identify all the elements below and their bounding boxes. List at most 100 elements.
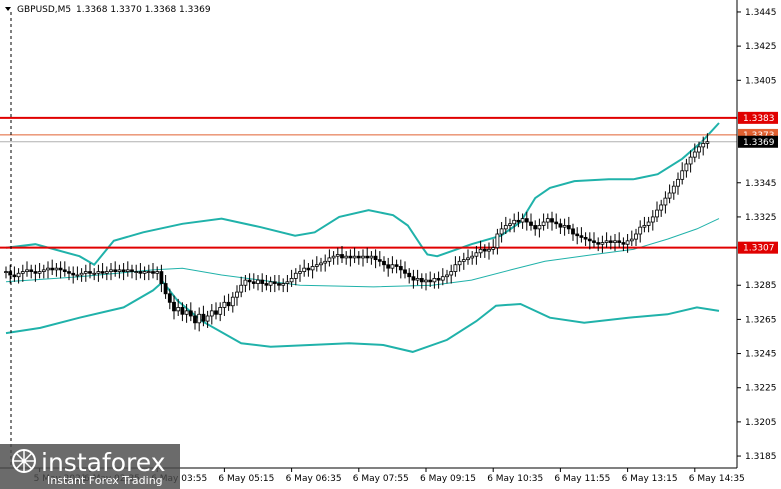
candle — [62, 261, 67, 277]
candle — [697, 141, 701, 159]
candle — [75, 266, 80, 281]
time-tick-label: 6 May 09:15 — [420, 474, 476, 484]
candle — [579, 227, 584, 243]
candle — [545, 213, 550, 229]
candle — [125, 261, 130, 277]
candle — [247, 273, 252, 291]
level-price-tag-label: 1.3383 — [743, 114, 775, 124]
candle — [277, 274, 281, 291]
candle — [92, 268, 97, 281]
level-price-tag: 1.3307 — [738, 241, 778, 254]
candle — [478, 240, 483, 258]
candle — [449, 264, 454, 284]
candle — [109, 263, 113, 281]
candle — [58, 261, 63, 279]
candle — [440, 268, 445, 286]
candle — [663, 191, 668, 214]
candle — [226, 293, 231, 311]
candle — [453, 256, 458, 277]
candle — [411, 269, 416, 289]
candle — [335, 247, 340, 265]
candle — [180, 302, 185, 322]
candle — [541, 213, 546, 231]
chart-header: GBPUSD,M5 1.3368 1.3370 1.3368 1.3369 — [5, 5, 211, 15]
candle — [474, 245, 479, 265]
candle — [188, 302, 193, 322]
candle — [428, 271, 433, 287]
candle — [692, 143, 697, 163]
candle — [650, 210, 655, 231]
candle — [659, 199, 664, 217]
candle — [604, 232, 609, 248]
time-tick-label: 6 May 13:15 — [622, 474, 678, 484]
candle — [491, 239, 496, 255]
candle — [369, 251, 374, 265]
candle — [146, 264, 151, 281]
candle — [327, 249, 332, 267]
candle — [638, 220, 643, 243]
candle — [680, 162, 685, 185]
candle — [201, 305, 206, 327]
candle — [54, 263, 59, 277]
time-tick-label: 6 May 11:55 — [554, 474, 610, 484]
candle — [558, 218, 563, 234]
candle — [613, 234, 617, 252]
dropdown-triangle-icon[interactable] — [5, 7, 11, 11]
candle — [424, 273, 428, 291]
candle — [394, 259, 399, 274]
candle — [235, 285, 239, 306]
candle — [33, 264, 38, 282]
candle — [520, 213, 525, 229]
candle — [445, 269, 449, 284]
price-tick-label: 1.3325 — [745, 213, 777, 223]
watermark-brand: instaforex — [41, 448, 166, 477]
candle — [634, 228, 638, 246]
candle — [554, 213, 559, 229]
time-tick-label: 6 May 10:35 — [487, 474, 543, 484]
candle — [230, 292, 235, 313]
candle — [218, 302, 223, 322]
candle — [596, 237, 601, 252]
candle — [4, 266, 8, 279]
candle — [688, 150, 693, 173]
candle — [684, 158, 689, 178]
candle — [629, 230, 634, 246]
price-tick-label: 1.3405 — [745, 76, 777, 86]
candle — [419, 273, 424, 289]
time-tick-label: 6 May 06:35 — [286, 474, 342, 484]
candle — [310, 259, 315, 279]
candle — [466, 249, 470, 265]
candle — [600, 235, 605, 253]
candle — [184, 304, 189, 323]
price-tick-label: 1.3205 — [745, 418, 777, 428]
candle — [79, 268, 84, 282]
candle — [67, 266, 71, 281]
bollinger-lower-line — [5, 280, 720, 353]
candle — [251, 273, 256, 289]
candle — [461, 252, 466, 270]
candle — [705, 133, 710, 149]
candle — [533, 220, 538, 236]
candle — [537, 218, 542, 238]
candle — [50, 259, 55, 275]
candle — [25, 261, 29, 277]
candle — [37, 263, 42, 279]
candle — [344, 251, 349, 265]
candle — [524, 211, 529, 231]
candle — [415, 269, 420, 286]
bollinger-middle-line — [5, 218, 720, 288]
candle — [298, 264, 302, 282]
candle — [167, 288, 172, 310]
candle — [608, 235, 613, 250]
candle — [487, 242, 491, 260]
candle — [386, 257, 391, 277]
candlesticks — [4, 133, 710, 332]
candle — [197, 307, 202, 332]
price-tick-label: 1.3225 — [745, 384, 777, 394]
horizontal-levels[interactable] — [0, 116, 737, 249]
watermark-tagline: Instant Forex Trading — [47, 474, 163, 487]
candle — [256, 274, 260, 291]
